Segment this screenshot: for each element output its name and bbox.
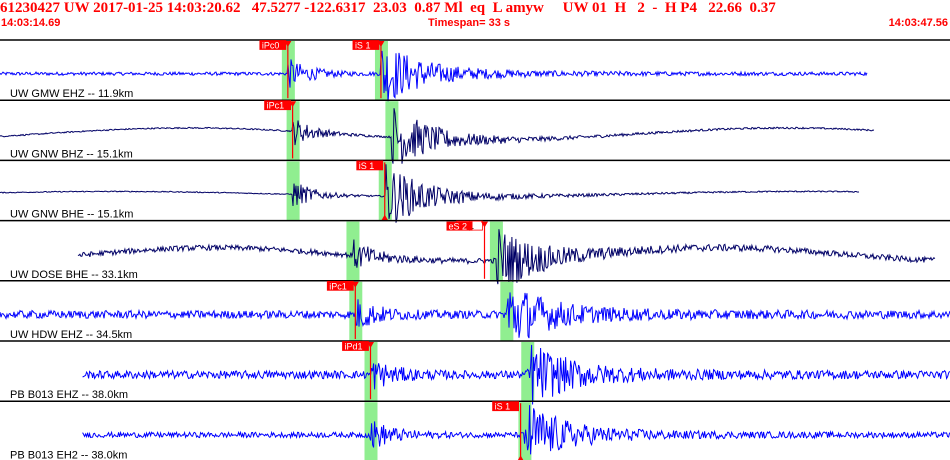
pick-marker[interactable]: eS 2 (446, 221, 473, 232)
pick-arrow-down (351, 281, 359, 288)
event-quality: UW 01 H 2 - H P4 22.66 0.37 (562, 0, 776, 16)
pick-label: iS 1 (355, 41, 371, 51)
waveform (0, 164, 860, 223)
pick-flag (446, 221, 473, 231)
trace-panel[interactable]: iS 1 UW GNW BHE -- 15.1km (0, 160, 950, 223)
pick-arrow-up (517, 455, 524, 460)
pick-arrow-down (367, 342, 374, 348)
event-magnitude: 0.87 Ml (414, 0, 463, 16)
event-lon: -122.6317 (304, 0, 366, 16)
p-window (286, 161, 300, 221)
end-time: 14:03:47.56 (888, 17, 948, 29)
pick-label: iPc1 (329, 281, 347, 291)
pick-marker[interactable]: iS 1 (492, 401, 524, 460)
timespan: Timespan= 33 s (428, 17, 511, 29)
pick-flag (356, 160, 384, 171)
pick-arrow-down (284, 41, 292, 47)
pick-flag (342, 341, 369, 351)
pick-marker[interactable]: iPc0 (259, 40, 292, 99)
waveform (82, 344, 950, 405)
origin-time: 2017-01-25 14:03:20.62 (93, 0, 241, 16)
event-id: 61230427 (0, 0, 60, 16)
pick-label: eS 2 (449, 222, 468, 232)
pick-flag (352, 40, 380, 50)
pick-flag (492, 401, 520, 412)
waveform (82, 405, 950, 455)
channel-label: UW DOSE BHE -- 33.1km (10, 269, 138, 281)
time-axis-info: 14:03:14.69 Timespan= 33 s 14:03:47.56 (0, 17, 950, 30)
channel-label: UW GMW EHZ -- 11.9km (10, 88, 133, 100)
event-depth: 23.03 (373, 0, 407, 16)
start-time: 14:03:14.69 (1, 17, 61, 29)
pick-label: iS 1 (359, 161, 375, 171)
channel-label: UW HDW EHZ -- 34.5km (10, 329, 132, 341)
waveform (0, 292, 950, 339)
pick-arrow-up (381, 214, 389, 221)
event-flag: L (492, 0, 502, 16)
pick-marker[interactable]: iPc1 (326, 280, 359, 339)
pick-label: iPc1 (267, 101, 285, 111)
event-user: amyw (505, 0, 544, 16)
pick-marker[interactable]: iS 1 (356, 160, 389, 221)
trace-panel[interactable]: iPd1 PB B013 EHZ -- 38.0km (0, 341, 950, 405)
event-type: eq (470, 0, 486, 16)
channel-label: PB B013 EH2 -- 38.0km (10, 449, 127, 460)
waveform (77, 229, 936, 285)
channel-label: UW GNW BHE -- 15.1km (10, 209, 133, 221)
trace-panel[interactable]: iPc0 iS 1 UW GMW EHZ -- 11.9km (0, 40, 950, 104)
trace-panels[interactable]: iPc0 iS 1 UW GMW EHZ -- 11.9km iPc1 UW GNW B… (0, 30, 950, 460)
event-summary: 61230427 UW 2017-01-25 14:03:20.62 47.52… (0, 0, 950, 17)
event-lat: 47.5277 (251, 0, 301, 16)
trace-panel[interactable]: iPc1 UW HDW EHZ -- 34.5km (0, 280, 950, 342)
channel-label: PB B013 EHZ -- 38.0km (10, 389, 128, 401)
pick-marker[interactable]: iPd1 (342, 341, 375, 400)
event-network: UW (63, 0, 90, 16)
pick-arrow-down (289, 101, 297, 108)
pick-marker[interactable]: iS 1 (352, 40, 385, 99)
pick-marker[interactable]: iPc1 (264, 100, 297, 159)
trace-panel[interactable]: iS 1 PB B013 EH2 -- 38.0km (0, 401, 950, 460)
pick-label: iS 1 (495, 402, 511, 412)
pick-arrow-down (377, 41, 385, 47)
waveform (0, 50, 868, 104)
trace-panel[interactable]: iS 1eS 2UW DOSE BHE -- 33.1km (0, 220, 950, 285)
pick-arrow-down (481, 221, 488, 228)
trace-panel[interactable]: iPc1 UW GNW BHZ -- 15.1km (0, 100, 950, 164)
event-header: 61230427 UW 2017-01-25 14:03:20.62 47.52… (0, 0, 950, 29)
channel-label: UW GNW BHZ -- 15.1km (10, 148, 133, 160)
pick-flag (326, 280, 354, 291)
pick-flag (259, 40, 287, 50)
pick-label: iPd1 (345, 342, 363, 352)
waveform (0, 108, 875, 164)
pick-label: iPc0 (262, 41, 280, 51)
pick-flag (264, 100, 292, 111)
